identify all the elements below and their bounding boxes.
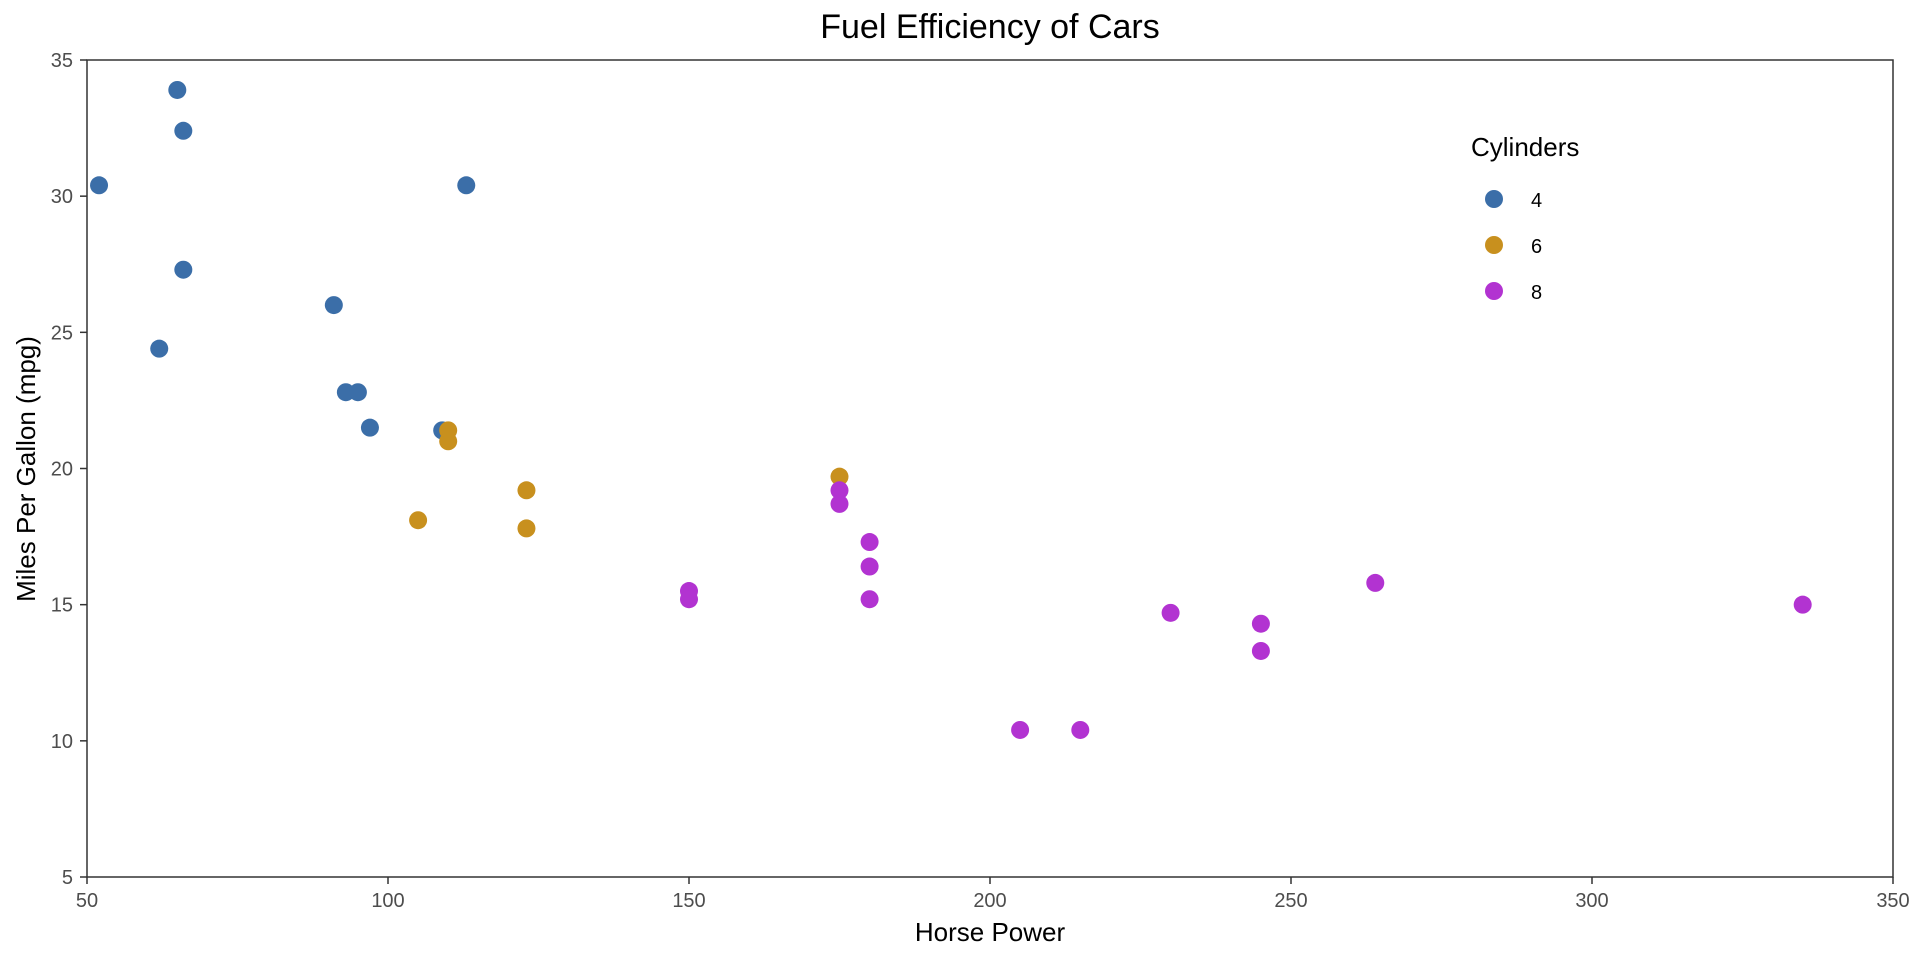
y-tick-label: 15 — [51, 595, 73, 617]
x-tick-label: 150 — [672, 890, 705, 912]
data-point-cyl-8 — [1071, 720, 1090, 739]
legend-label-8: 8 — [1531, 282, 1542, 304]
data-point-cyl-8 — [1161, 603, 1180, 622]
data-point-cyl-8 — [680, 590, 698, 609]
data-point-cyl-4 — [174, 260, 193, 279]
y-axis-title: Miles Per Gallon (mpg) — [11, 336, 41, 602]
legend-key-8 — [1485, 282, 1503, 300]
data-point-cyl-6 — [830, 467, 849, 486]
data-point-cyl-4 — [457, 176, 476, 195]
data-point-cyl-4 — [168, 80, 187, 99]
y-tick-label: 25 — [51, 322, 73, 344]
x-tick-label: 100 — [371, 890, 404, 912]
legend-label-4: 4 — [1531, 190, 1542, 212]
y-tick-label: 5 — [62, 867, 73, 889]
legend-label-6: 6 — [1531, 236, 1542, 258]
data-point-cyl-6 — [439, 421, 458, 440]
data-point-cyl-4 — [324, 296, 343, 315]
y-tick-label: 10 — [51, 731, 73, 753]
legend: Cylinders 4 6 8 — [1471, 132, 1579, 304]
data-point-cyl-6 — [517, 519, 536, 538]
x-axis: 50 100 150 200 250 300 350 — [76, 877, 1910, 912]
data-point-cyl-8 — [830, 481, 849, 500]
y-tick-label: 30 — [51, 186, 73, 208]
y-tick-label: 35 — [51, 50, 73, 72]
data-point-cyl-4 — [360, 418, 379, 437]
data-point-cyl-4 — [348, 383, 367, 402]
x-tick-label: 300 — [1575, 890, 1608, 912]
data-point-cyl-4 — [90, 176, 109, 195]
data-point-cyl-8 — [860, 557, 879, 576]
legend-key-6 — [1485, 236, 1503, 254]
x-tick-label: 350 — [1876, 890, 1909, 912]
data-point-cyl-8 — [1366, 573, 1385, 592]
legend-key-4 — [1485, 190, 1503, 208]
y-axis: 5 10 15 20 25 30 35 — [51, 50, 87, 889]
data-point-cyl-8 — [860, 590, 879, 609]
data-point-cyl-4 — [150, 339, 169, 358]
x-axis-title: Horse Power — [915, 917, 1066, 947]
x-tick-label: 250 — [1274, 890, 1307, 912]
data-point-cyl-8 — [1011, 720, 1030, 739]
data-point-cyl-8 — [860, 533, 879, 552]
y-tick-label: 20 — [51, 459, 73, 481]
data-point-cyl-8 — [1251, 641, 1270, 660]
data-point-cyl-8 — [1793, 595, 1812, 614]
data-point-cyl-4 — [174, 121, 193, 140]
legend-title: Cylinders — [1471, 132, 1579, 162]
x-tick-label: 50 — [76, 890, 98, 912]
data-point-cyl-6 — [517, 481, 536, 500]
plot-frame — [86, 59, 1894, 878]
x-tick-label: 200 — [973, 890, 1006, 912]
data-point-cyl-8 — [830, 494, 849, 513]
chart-title: Fuel Efficiency of Cars — [820, 8, 1160, 46]
data-points — [90, 80, 1812, 739]
data-point-cyl-6 — [409, 511, 428, 530]
data-point-cyl-8 — [1251, 614, 1270, 633]
